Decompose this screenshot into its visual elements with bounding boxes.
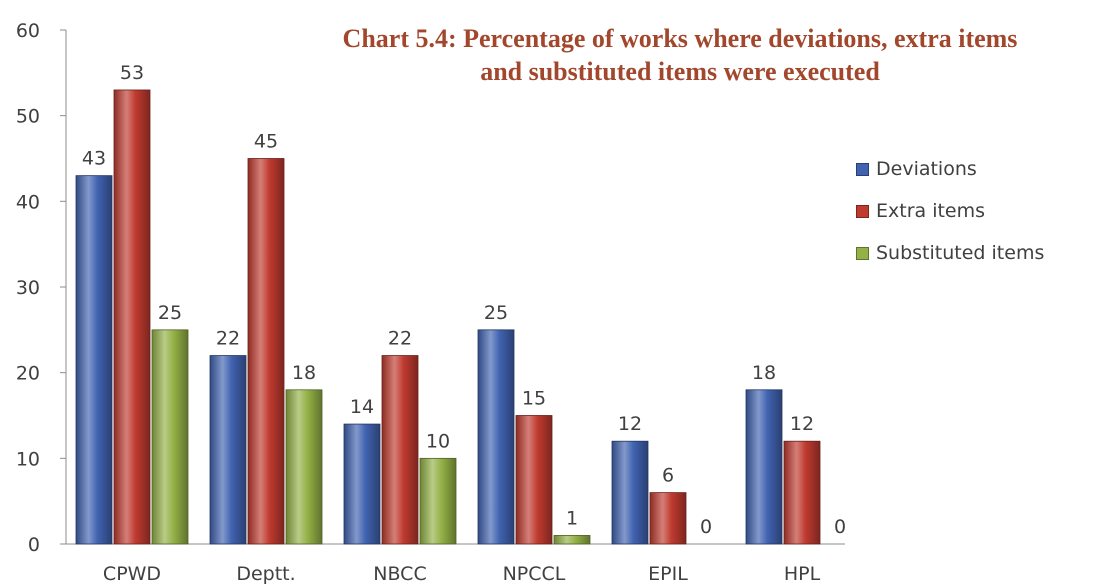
legend-label-extra-items: Extra items — [876, 200, 986, 222]
chart-title-line-1: Chart 5.4: Percentage of works where dev… — [342, 24, 1018, 53]
bar — [611, 440, 649, 545]
x-tick-label: NBCC — [373, 563, 426, 585]
x-tick-label: EPIL — [648, 563, 688, 585]
data-label: 22 — [388, 328, 412, 350]
data-label: 1 — [566, 507, 578, 529]
x-tick-label: NPCCL — [503, 563, 566, 585]
bar — [745, 389, 783, 545]
legend: Deviations Extra items Substituted items — [856, 148, 1044, 274]
data-label: 18 — [752, 362, 776, 384]
bar — [649, 492, 687, 545]
legend-item-deviations: Deviations — [856, 148, 1044, 190]
bar — [419, 457, 457, 545]
legend-item-substituted-items: Substituted items — [856, 232, 1044, 274]
data-label: 45 — [254, 131, 278, 153]
data-label: 0 — [700, 516, 712, 538]
x-tick-label: CPWD — [103, 563, 161, 585]
bar — [151, 329, 189, 545]
bar — [783, 440, 821, 545]
legend-swatch-extra-items — [856, 204, 869, 218]
legend-swatch-substituted-items — [856, 246, 869, 260]
data-label: 25 — [158, 302, 182, 324]
data-label: 0 — [834, 516, 846, 538]
chart-title-line-2: and substituted items were executed — [480, 57, 880, 86]
y-tick-label: 40 — [16, 191, 40, 213]
y-tick-label: 10 — [16, 448, 40, 470]
bar — [381, 355, 419, 545]
legend-label-substituted-items: Substituted items — [876, 242, 1045, 264]
legend-swatch-deviations — [856, 162, 869, 176]
data-label: 22 — [216, 328, 240, 350]
data-label: 25 — [484, 302, 508, 324]
bar — [247, 158, 285, 545]
legend-label-deviations: Deviations — [876, 158, 977, 180]
legend-item-extra-items: Extra items — [856, 190, 1044, 232]
bar — [515, 415, 553, 545]
data-label: 15 — [522, 388, 546, 410]
x-tick-label: Deptt. — [236, 563, 295, 585]
bar — [75, 175, 113, 545]
data-label: 43 — [82, 148, 106, 170]
chart-title: Chart 5.4: Percentage of works where dev… — [250, 22, 1110, 88]
data-label: 12 — [790, 413, 814, 435]
x-tick-label: HPL — [784, 563, 821, 585]
bar — [285, 389, 323, 545]
y-tick-label: 30 — [16, 277, 40, 299]
y-tick-label: 60 — [16, 20, 40, 42]
y-tick-label: 0 — [28, 534, 40, 556]
data-label: 14 — [350, 396, 374, 418]
bar — [113, 89, 151, 545]
bar — [553, 535, 591, 545]
data-label: 6 — [662, 465, 674, 487]
data-label: 10 — [426, 430, 450, 452]
bar — [209, 355, 247, 545]
bar — [477, 329, 515, 545]
data-label: 18 — [292, 362, 316, 384]
y-tick-label: 50 — [16, 106, 40, 128]
data-label: 53 — [120, 62, 144, 84]
data-label: 12 — [618, 413, 642, 435]
bar — [343, 423, 381, 545]
y-tick-label: 20 — [16, 363, 40, 385]
